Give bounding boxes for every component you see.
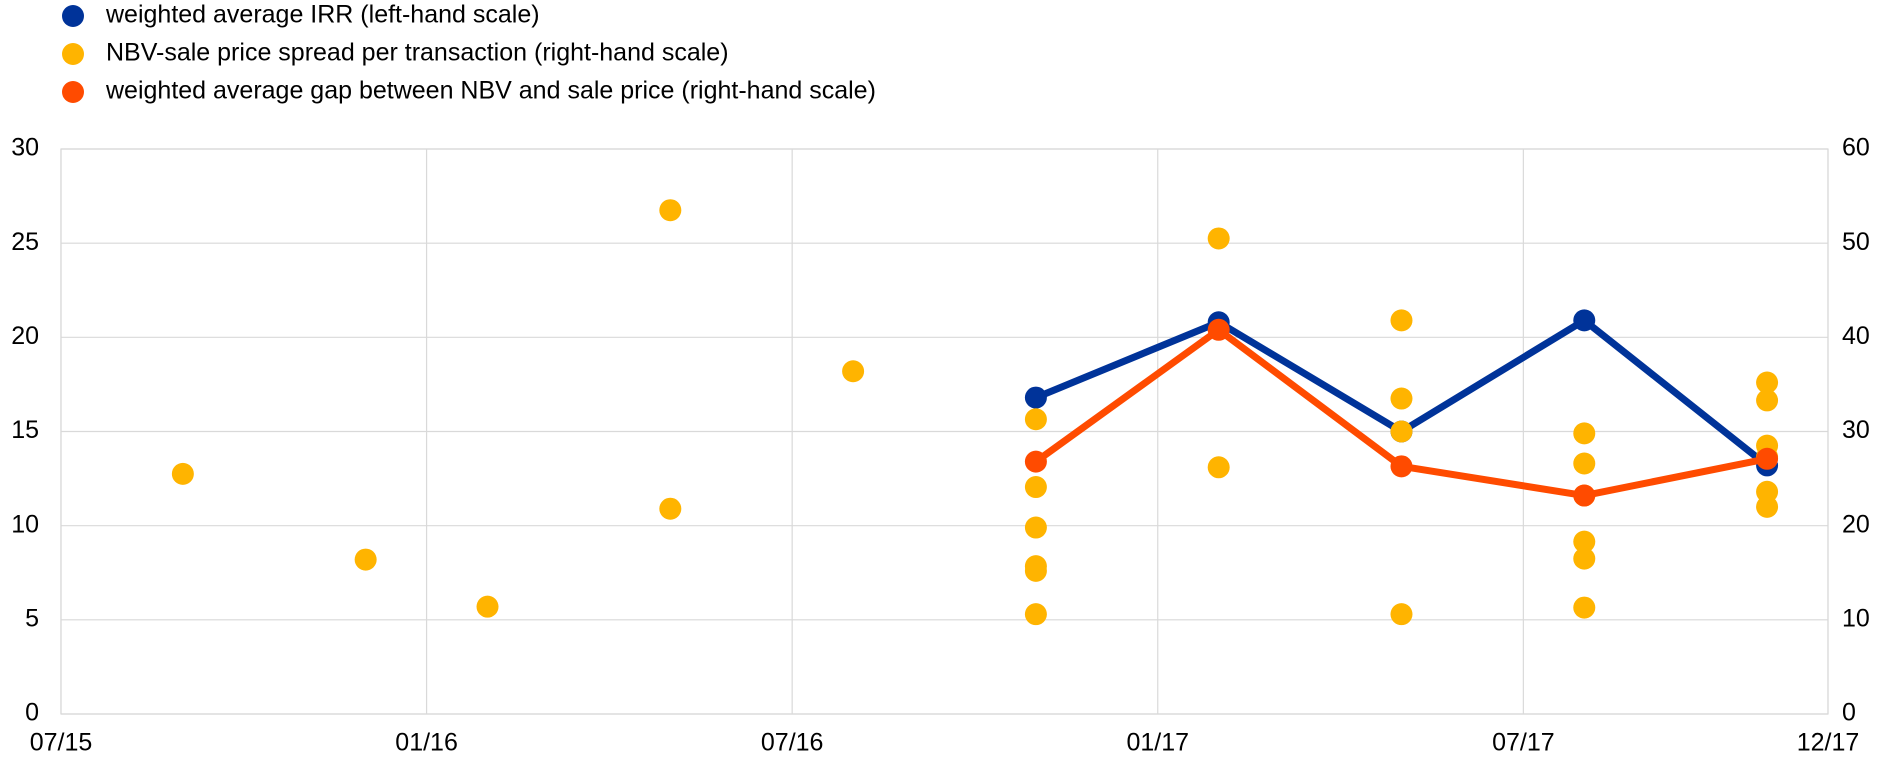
- data-point: [1573, 530, 1596, 553]
- legend-marker: [62, 81, 84, 103]
- y2-tick-label: 20: [1842, 510, 1870, 538]
- data-point: [842, 360, 865, 383]
- y-tick-label: 25: [11, 228, 39, 256]
- data-point: [1573, 596, 1596, 619]
- data-point: [1390, 387, 1413, 410]
- plot-frame: [60, 148, 1829, 715]
- data-point: [1390, 420, 1413, 443]
- data-point: [1390, 603, 1413, 626]
- data-point: [1390, 455, 1413, 478]
- x-tick-label: 01/17: [1126, 729, 1189, 757]
- data-point: [1207, 456, 1230, 479]
- y2-tick-label: 60: [1842, 134, 1870, 162]
- data-point: [1024, 450, 1047, 473]
- x-tick-label: 07/15: [30, 729, 93, 757]
- legend-marker: [62, 5, 84, 27]
- data-point: [1573, 547, 1596, 570]
- data-point: [1024, 516, 1047, 539]
- data-point: [1024, 603, 1047, 626]
- data-point: [1024, 386, 1047, 409]
- y2-tick-label: 10: [1842, 604, 1870, 632]
- data-point: [1024, 559, 1047, 582]
- data-point: [1573, 484, 1596, 507]
- legend-label: weighted average IRR (left-hand scale): [105, 1, 540, 29]
- y-tick-label: 20: [11, 322, 39, 350]
- data-point: [1573, 309, 1596, 332]
- data-point: [1756, 447, 1779, 470]
- y-tick-label: 30: [11, 134, 39, 162]
- data-point: [1390, 309, 1413, 332]
- data-point: [1573, 422, 1596, 445]
- legend-label: NBV-sale price spread per transaction (r…: [106, 39, 729, 67]
- data-point: [1024, 408, 1047, 431]
- data-point: [1573, 452, 1596, 475]
- data-point: [1756, 389, 1779, 412]
- y-tick-label: 10: [11, 510, 39, 538]
- data-point: [1756, 495, 1779, 518]
- y-tick-label: 5: [25, 604, 39, 632]
- y2-tick-label: 40: [1842, 322, 1870, 350]
- legend-marker: [62, 43, 84, 65]
- data-point: [659, 497, 682, 520]
- x-tick-label: 07/17: [1492, 729, 1555, 757]
- data-point: [1756, 480, 1779, 503]
- data-point: [1756, 371, 1779, 394]
- y-tick-label: 15: [11, 416, 39, 444]
- y-tick-label: 0: [25, 699, 39, 727]
- data-point: [1207, 227, 1230, 250]
- x-tick-label: 01/16: [395, 729, 458, 757]
- data-point: [1024, 476, 1047, 499]
- data-point: [354, 548, 377, 571]
- y2-tick-label: 50: [1842, 228, 1870, 256]
- legend-label: weighted average gap between NBV and sal…: [105, 77, 876, 105]
- data-point: [476, 595, 499, 618]
- y2-tick-label: 30: [1842, 416, 1870, 444]
- data-point: [171, 462, 194, 485]
- x-tick-label: 12/17: [1797, 729, 1860, 757]
- y2-tick-label: 0: [1842, 699, 1856, 727]
- data-point: [659, 199, 682, 222]
- x-tick-label: 07/16: [761, 729, 824, 757]
- data-point: [1207, 318, 1230, 341]
